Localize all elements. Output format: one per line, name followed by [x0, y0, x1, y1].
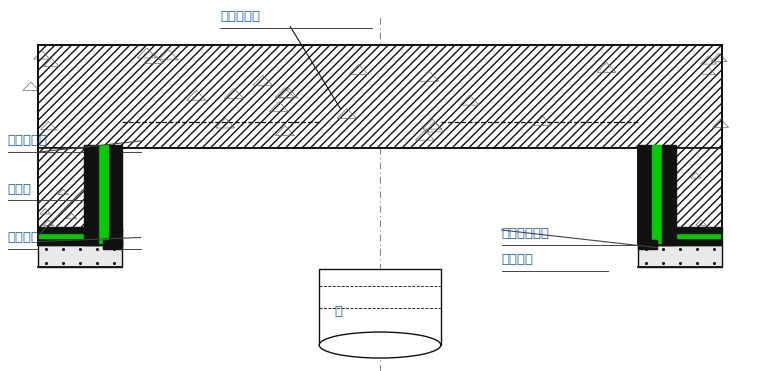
Bar — [319, 269, 441, 345]
Text: 附加防水层: 附加防水层 — [8, 134, 48, 148]
Bar — [38, 245, 122, 267]
Bar — [38, 233, 122, 238]
Bar — [638, 245, 722, 267]
Bar — [638, 233, 722, 238]
Bar — [108, 145, 122, 245]
Text: 遇水膨胀胶条: 遇水膨胀胶条 — [502, 227, 549, 240]
Bar — [638, 240, 657, 250]
Text: 桩: 桩 — [334, 305, 343, 318]
Bar — [662, 145, 676, 245]
Bar — [103, 240, 122, 250]
Bar — [84, 145, 98, 245]
Bar — [638, 148, 722, 245]
Bar — [98, 145, 108, 245]
Bar — [652, 145, 662, 245]
Bar — [638, 238, 722, 245]
Text: 桩受力钉筋: 桩受力钉筋 — [220, 10, 261, 23]
Bar — [38, 148, 122, 245]
Text: 绕桩一圈: 绕桩一圈 — [502, 253, 534, 266]
Bar — [38, 227, 122, 233]
Text: 附加防水层: 附加防水层 — [8, 231, 48, 244]
Bar — [638, 227, 722, 233]
Bar — [38, 238, 122, 245]
Bar — [38, 45, 722, 148]
Bar — [638, 145, 652, 245]
Ellipse shape — [319, 332, 441, 358]
Text: 防水层: 防水层 — [8, 183, 32, 196]
